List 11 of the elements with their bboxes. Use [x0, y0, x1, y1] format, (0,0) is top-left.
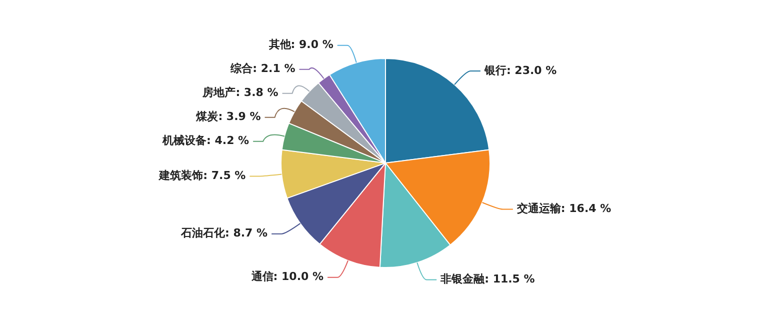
slice-label: 煤炭: 3.9 % — [195, 110, 261, 124]
slice-label: 综合: 2.1 % — [230, 62, 296, 76]
slice-label: 建筑装饰: 7.5 % — [158, 169, 246, 182]
slice-label: 石油石化: 8.7 % — [180, 226, 268, 240]
slice-label: 房地产: 3.8 % — [202, 86, 278, 100]
slice-label: 其他: 9.0 % — [268, 38, 334, 52]
slice-label: 机械设备: 4.2 % — [162, 134, 250, 148]
slice-label: 交通运输: 16.4 % — [516, 202, 612, 216]
slice-label: 非银金融: 11.5 % — [440, 272, 535, 286]
slice-label: 银行: 23.0 % — [483, 64, 557, 77]
slice-label: 通信: 10.0 % — [250, 270, 324, 284]
